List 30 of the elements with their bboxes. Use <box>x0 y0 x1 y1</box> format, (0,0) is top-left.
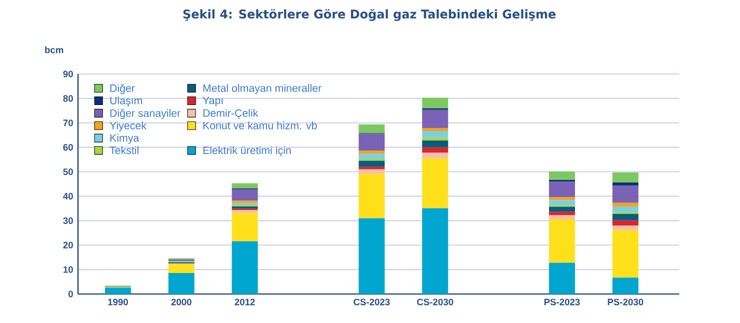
x-tick-label: CS-2023 <box>354 298 390 306</box>
x-tick-label: PS-2030 <box>608 298 644 306</box>
y-tick-label: 70 <box>63 120 73 126</box>
y-tick-label: 20 <box>63 242 73 248</box>
y-tick-label: 80 <box>63 95 73 102</box>
y-axis-title: bcm <box>45 46 64 54</box>
legend-label: Yapı <box>202 96 223 106</box>
legend-label: Metal olmayan mineraller <box>203 84 322 94</box>
legend-label: Elektrik üretimi için <box>203 146 291 156</box>
x-tick-label: 2012 <box>234 298 255 306</box>
legend-label: Demir-Çelik <box>203 108 258 119</box>
x-tick-label: 1990 <box>108 298 128 306</box>
x-tick-label: PS-2023 <box>544 298 580 306</box>
y-tick-label: 0 <box>68 290 73 298</box>
legend-label: Yiyecek <box>110 121 146 132</box>
legend-label: Kimya <box>110 134 140 144</box>
legend-label: Konut ve kamu hizm. vb <box>203 121 317 130</box>
legend-label: Tekstil <box>110 146 138 154</box>
chart-title: Şekil 4: Sektörlere Göre Doğal gaz Talebindeki Gelişme <box>183 8 556 21</box>
x-tick-label: 2000 <box>171 298 192 306</box>
y-tick-label: 50 <box>63 168 73 176</box>
x-tick-label: CS-2030 <box>417 298 454 306</box>
legend-label: Ulaşım <box>110 96 142 107</box>
y-tick-label: 60 <box>63 144 73 151</box>
y-tick-label: 40 <box>63 192 73 200</box>
legend-label: Diğer <box>110 84 135 94</box>
y-tick-label: 90 <box>63 70 73 78</box>
legend-label: Diğer sanayiler <box>110 108 180 120</box>
y-tick-label: 30 <box>63 217 73 224</box>
y-tick-label: 10 <box>64 266 73 273</box>
